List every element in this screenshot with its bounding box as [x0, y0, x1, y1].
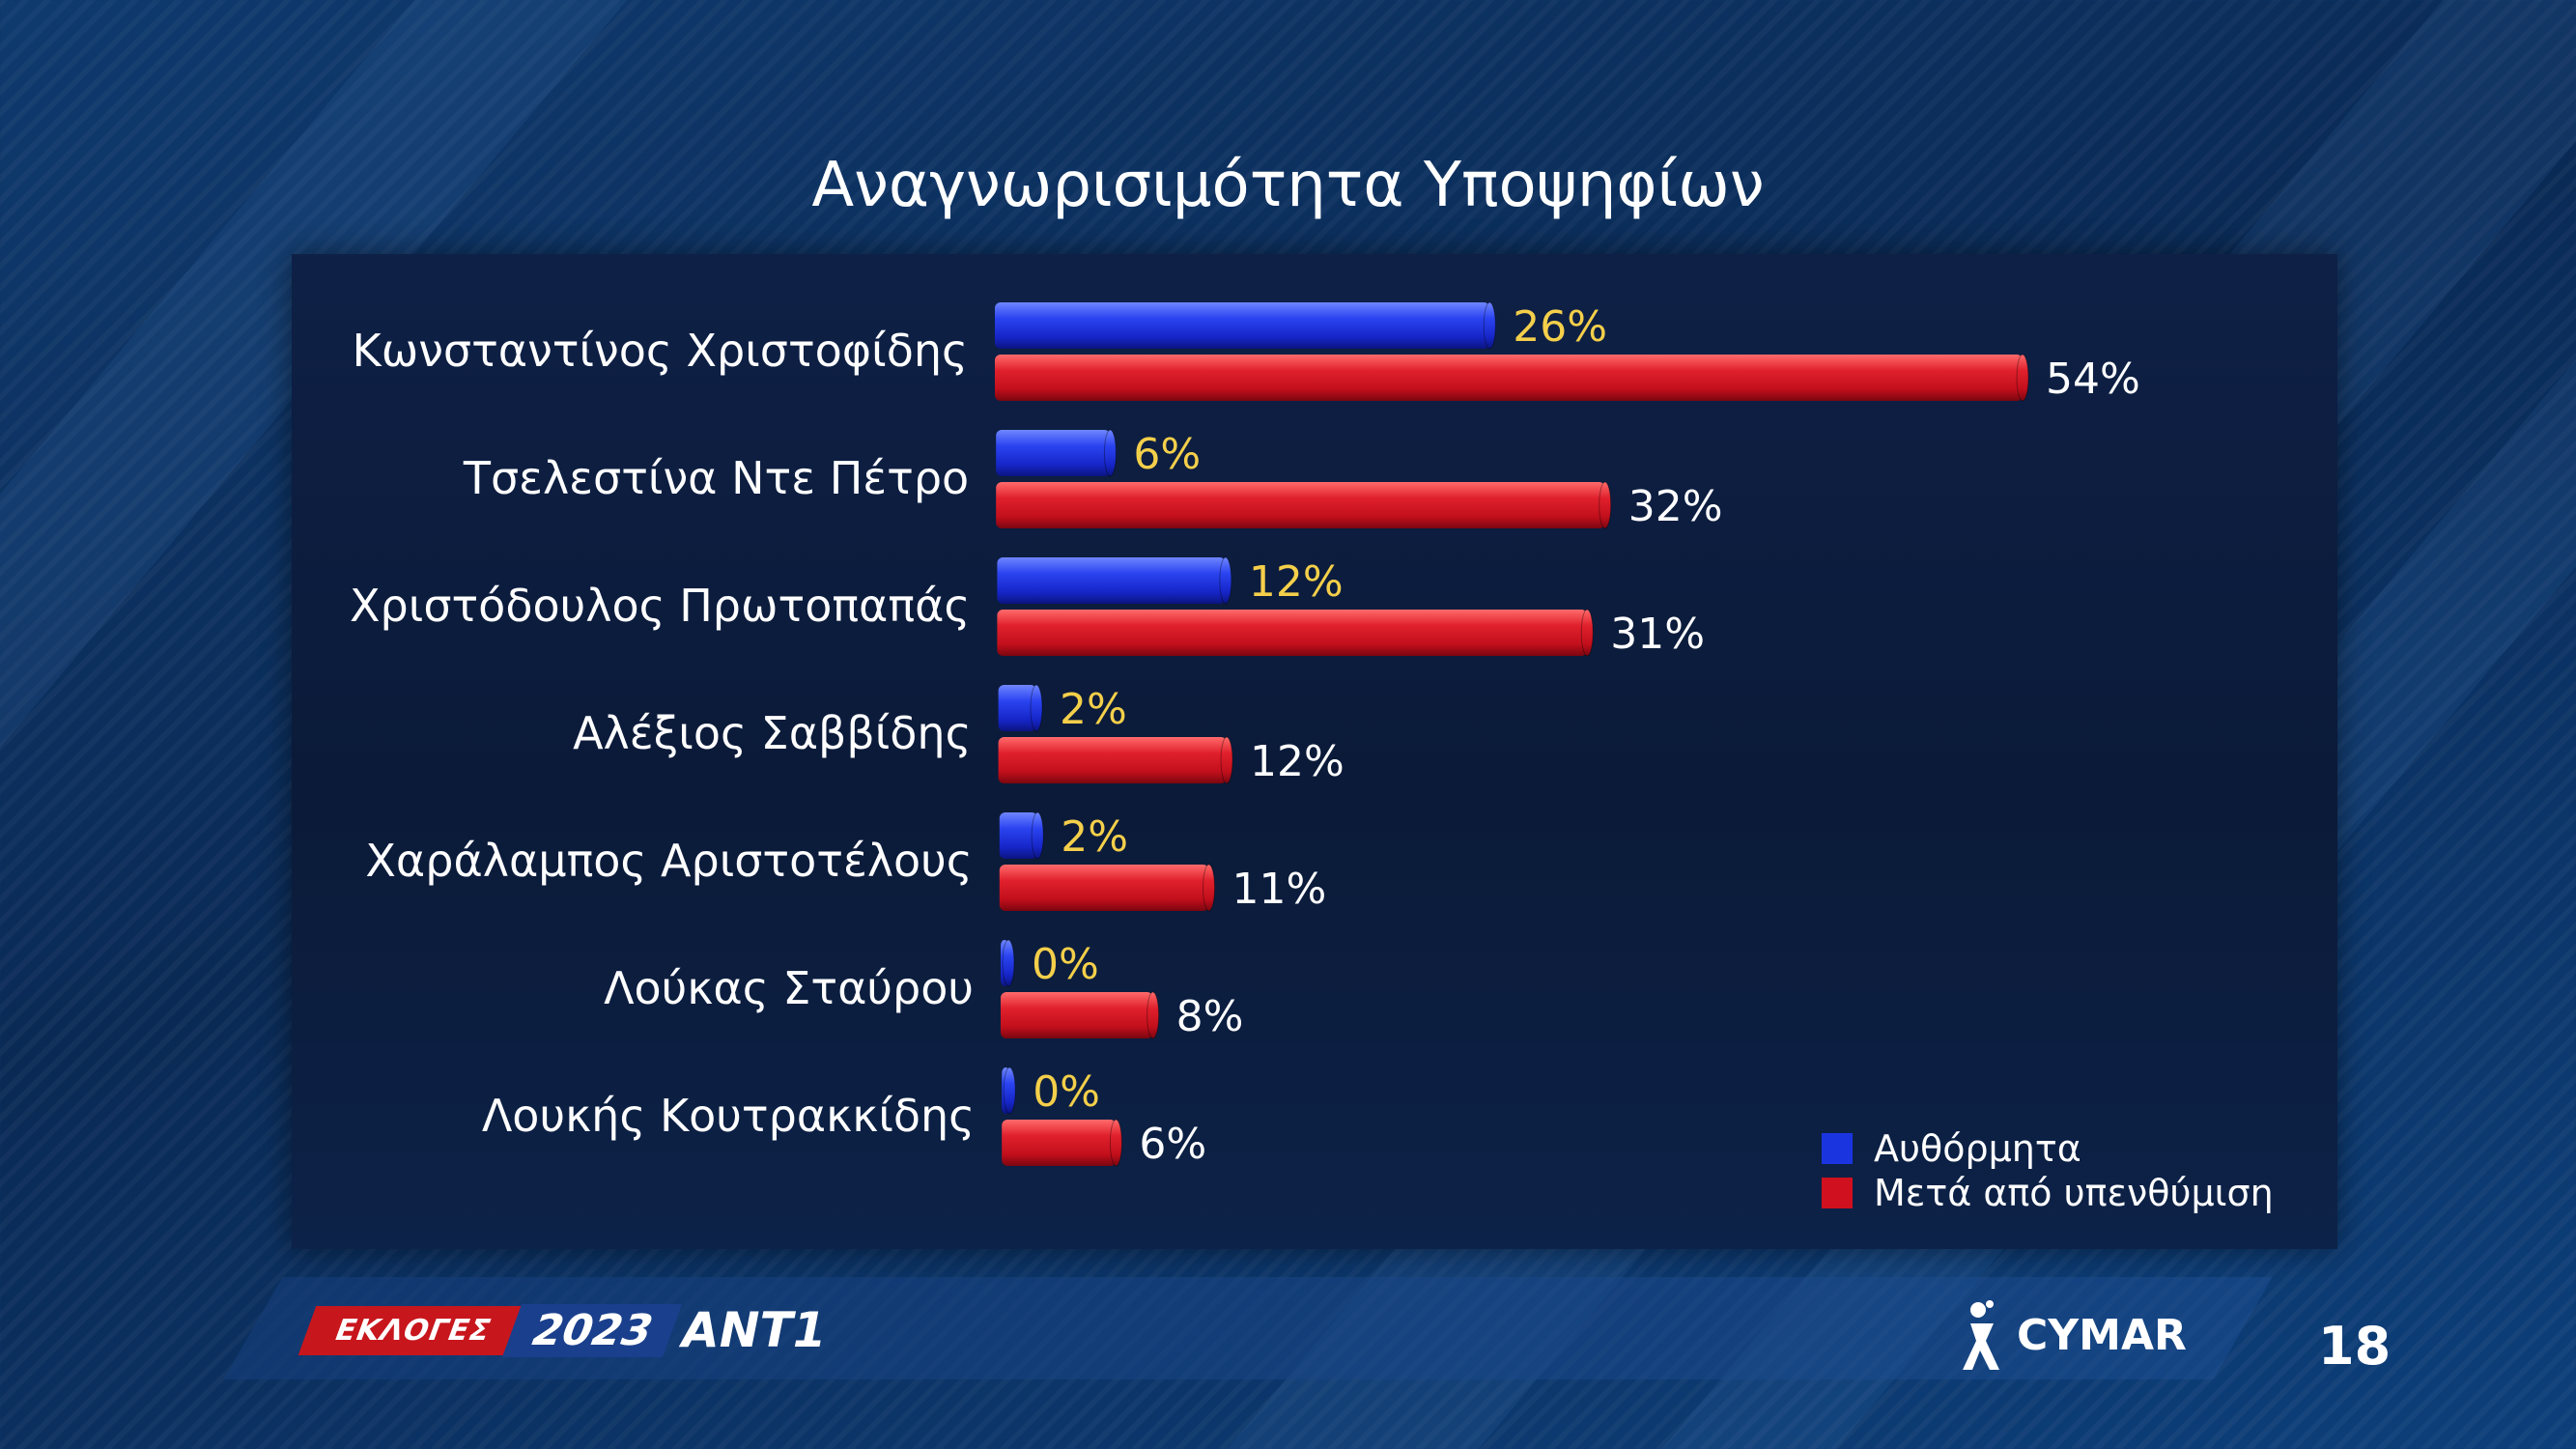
brand-channel-logo: ANT1	[682, 1302, 827, 1358]
bar-prompted	[997, 610, 1588, 656]
bar-chart: Κωνσταντίνος Χριστοφίδης 26% 54% Τσελεστίνα…	[350, 301, 2140, 1169]
brand-year-text: 2023	[501, 1303, 683, 1357]
value-label: 0%	[1033, 1067, 1100, 1117]
bar-spontaneous	[996, 430, 1111, 476]
bar-prompted	[999, 865, 1209, 911]
bar-prompted	[998, 737, 1228, 783]
value-label: 12%	[1250, 737, 1345, 786]
bar-spontaneous	[998, 685, 1037, 731]
bar-prompted	[1001, 992, 1153, 1038]
chart-panel: Κωνσταντίνος Χριστοφίδης 26% 54% Τσελεστίνα…	[292, 254, 2337, 1249]
bar-end-cap	[1103, 429, 1117, 477]
bar-end-cap	[1146, 991, 1160, 1039]
bar-prompted	[1002, 1120, 1117, 1166]
value-label: 6%	[1133, 430, 1201, 479]
value-label: 31%	[1610, 610, 1705, 659]
value-label: 0%	[1032, 940, 1099, 989]
bar-spontaneous	[997, 557, 1226, 604]
value-label: 8%	[1176, 992, 1244, 1041]
value-label: 11%	[1232, 865, 1327, 914]
brand-elections-text: ΕΚΛΟΓΕΣ	[297, 1305, 524, 1355]
category-label: Χριστόδουλος Πρωτοπαπάς	[350, 580, 970, 632]
bar-end-cap	[1003, 1066, 1016, 1115]
cymar-logo: CYMAR	[1961, 1296, 2187, 1374]
bar-end-cap	[1203, 864, 1216, 912]
value-label: 2%	[1060, 685, 1127, 734]
cymar-text: CYMAR	[2017, 1310, 2187, 1360]
category-label: Αλέξιος Σαββίδης	[573, 707, 972, 759]
value-label: 54%	[2046, 355, 2140, 404]
bar-end-cap	[1030, 684, 1043, 732]
chart-title: Αναγνωρισιμότητα Υποψηφίων	[811, 150, 1765, 221]
legend-swatch-blue	[1822, 1133, 1853, 1164]
value-label: 6%	[1139, 1120, 1206, 1169]
legend-label: Μετά από υπενθύμιση	[1874, 1172, 2274, 1214]
election-brand-logo: ΕΚΛΟΓΕΣ 2023 ANT1	[297, 1296, 827, 1364]
bar-end-cap	[1483, 301, 1496, 350]
bar-end-cap	[1599, 481, 1612, 529]
bar-prompted	[996, 482, 1605, 528]
cymar-figure-icon	[1963, 1300, 1999, 1370]
legend-swatch-red	[1822, 1178, 1853, 1208]
bar-spontaneous	[999, 812, 1038, 859]
category-label: Λουκής Κουτρακκίδης	[482, 1090, 975, 1142]
category-label: Τσελεστίνα Ντε Πέτρο	[463, 452, 969, 504]
page-number: 18	[2318, 1316, 2392, 1377]
bar-end-cap	[1002, 939, 1015, 987]
bar-prompted	[995, 355, 2023, 401]
category-label: Χαράλαμπος Αριστοτέλους	[365, 835, 972, 887]
legend-item-spontaneous: Αυθόρμητα	[1822, 1126, 2274, 1171]
category-label: Λούκας Σταύρου	[604, 962, 974, 1014]
bar-end-cap	[1580, 609, 1594, 657]
bar-end-cap	[1109, 1119, 1122, 1167]
value-label: 26%	[1513, 302, 1607, 352]
bar-end-cap	[1220, 736, 1233, 784]
category-label: Κωνσταντίνος Χριστοφίδης	[353, 325, 968, 377]
legend-label: Αυθόρμητα	[1874, 1127, 2081, 1170]
chart-legend: Αυθόρμητα Μετά από υπενθύμιση	[1822, 1126, 2274, 1215]
value-label: 32%	[1628, 482, 1723, 531]
bar-end-cap	[1031, 811, 1044, 860]
legend-item-prompted: Μετά από υπενθύμιση	[1822, 1171, 2274, 1215]
value-label: 2%	[1061, 812, 1128, 862]
bar-end-cap	[2016, 354, 2029, 402]
bar-spontaneous	[995, 302, 1490, 349]
bar-end-cap	[1219, 556, 1232, 605]
value-label: 12%	[1249, 557, 1344, 607]
